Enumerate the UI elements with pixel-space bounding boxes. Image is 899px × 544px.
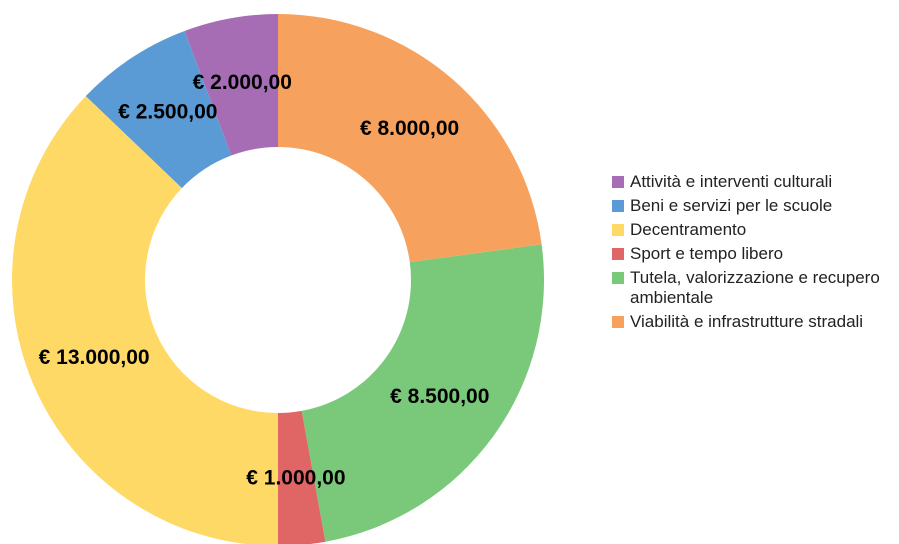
value-label: € 2.000,00 xyxy=(193,71,292,94)
legend-label: Sport e tempo libero xyxy=(630,244,784,263)
slice xyxy=(278,14,542,263)
legend-swatch xyxy=(612,224,624,236)
legend-item: Attività e interventi culturali xyxy=(612,172,892,192)
value-label: € 1.000,00 xyxy=(246,467,345,490)
legend-item: Beni e servizi per le scuole xyxy=(612,196,892,216)
legend-label: Attività e interventi culturali xyxy=(630,172,833,191)
value-label: € 8.500,00 xyxy=(390,385,489,408)
legend-label: Viabilità e infrastrutture stradali xyxy=(630,312,864,331)
value-label: € 13.000,00 xyxy=(39,346,150,369)
legend-item: Tutela, valorizzazione e recupero ambien… xyxy=(612,268,892,308)
value-label: € 2.500,00 xyxy=(118,101,217,124)
legend-swatch xyxy=(612,176,624,188)
legend-item: Decentramento xyxy=(612,220,892,240)
slice xyxy=(278,410,326,544)
legend-label: Tutela, valorizzazione e recupero ambien… xyxy=(630,268,880,307)
legend-swatch xyxy=(612,248,624,260)
slice xyxy=(184,14,278,156)
legend-item: Viabilità e infrastrutture stradali xyxy=(612,312,892,332)
legend-item: Sport e tempo libero xyxy=(612,244,892,264)
slice xyxy=(12,96,278,544)
slice xyxy=(301,244,545,542)
legend-swatch xyxy=(612,272,624,284)
value-label: € 8.000,00 xyxy=(360,117,459,140)
legend: Attività e interventi culturali Beni e se… xyxy=(612,172,892,336)
legend-label: Beni e servizi per le scuole xyxy=(630,196,833,215)
donut-area: € 2.000,00 € 2.500,00 € 13.000,00 € 1.000,0… xyxy=(12,14,545,544)
legend-swatch xyxy=(612,316,624,328)
slice xyxy=(85,30,232,189)
legend-label: Decentramento xyxy=(630,220,747,239)
legend-swatch xyxy=(612,200,624,212)
